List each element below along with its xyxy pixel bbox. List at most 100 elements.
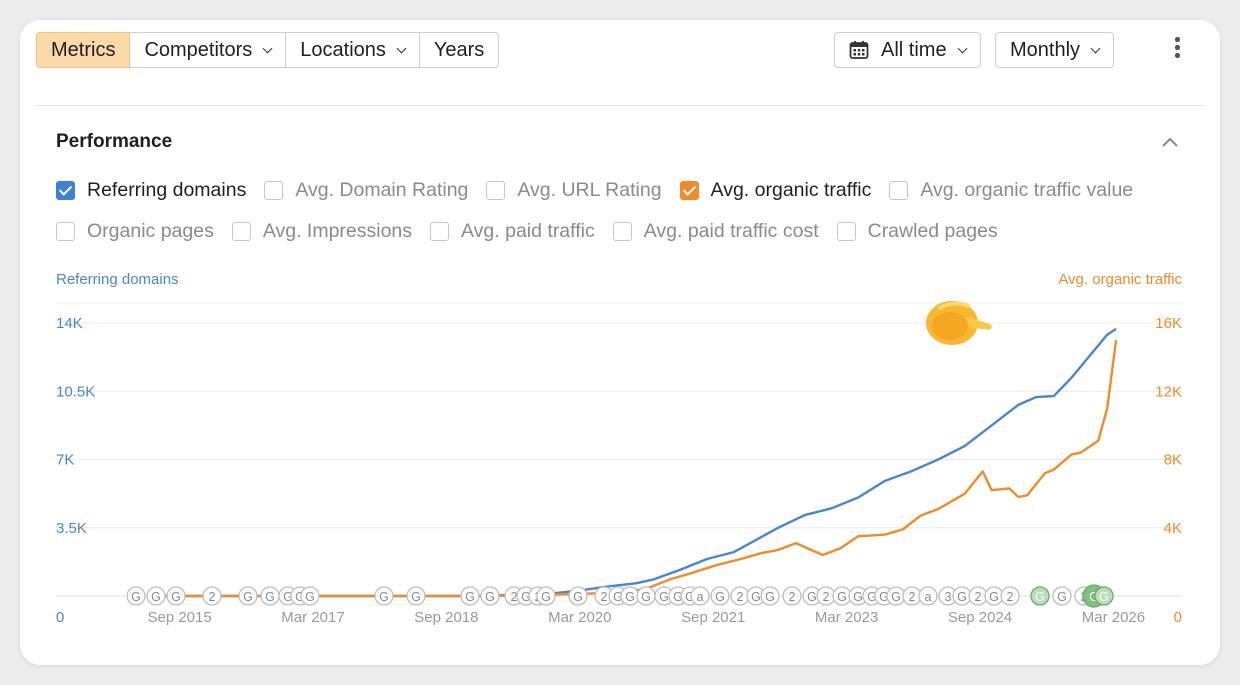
annotation-marker[interactable]: G: [406, 586, 426, 606]
checkbox[interactable]: [56, 222, 75, 241]
annotation-marker-dot[interactable]: [374, 586, 394, 606]
annotation-marker[interactable]: 2: [1000, 586, 1020, 606]
checkbox[interactable]: [430, 222, 450, 241]
annotation-marker-dot[interactable]: [568, 586, 588, 606]
x-tick-label: Sep 2021: [681, 609, 745, 626]
annotation-marker[interactable]: 2: [902, 586, 922, 606]
annotation-marker-dot[interactable]: [238, 586, 258, 606]
annotation-marker[interactable]: G: [1052, 586, 1072, 606]
annotation-marker-dot[interactable]: [1030, 586, 1050, 606]
checkbox[interactable]: [889, 181, 909, 200]
checkbox[interactable]: [231, 222, 251, 241]
annotation-marker[interactable]: G: [620, 586, 640, 606]
metric-avg-organic-traffic-value[interactable]: Avg. organic traffic value: [889, 179, 1133, 202]
metric-organic-pages[interactable]: Organic pages: [56, 220, 214, 243]
annotation-marker[interactable]: G: [1094, 586, 1114, 606]
tab-years[interactable]: Years: [419, 32, 500, 68]
interval-dropdown[interactable]: Monthly: [995, 32, 1115, 68]
metric-avg-url-rating[interactable]: Avg. URL Rating: [486, 179, 662, 202]
annotation-marker[interactable]: 2: [782, 586, 802, 606]
annotation-marker-dot[interactable]: [1052, 586, 1072, 606]
annotation-marker[interactable]: G: [146, 586, 166, 606]
checkbox[interactable]: [486, 181, 506, 200]
annotation-marker[interactable]: G: [1030, 586, 1050, 606]
annotation-marker-dot[interactable]: [1000, 586, 1020, 606]
annotation-marker[interactable]: G: [460, 586, 480, 606]
more-options-icon[interactable]: [1167, 37, 1187, 63]
annotation-marker[interactable]: G: [832, 586, 852, 606]
annotation-marker-label: G: [485, 590, 495, 604]
annotation-marker-label: G: [171, 590, 181, 604]
annotation-marker[interactable]: G: [952, 586, 972, 606]
right-tick-label: 16K: [1155, 315, 1182, 332]
annotation-marker-label: G: [573, 590, 583, 604]
checkbox[interactable]: [56, 181, 75, 200]
annotation-marker[interactable]: G: [166, 586, 186, 606]
annotation-marker-dot[interactable]: [202, 586, 222, 606]
annotation-marker[interactable]: G: [710, 586, 730, 606]
metric-avg-domain-rating[interactable]: Avg. Domain Rating: [264, 179, 468, 202]
annotation-marker[interactable]: a: [918, 586, 938, 606]
annotation-marker-dot[interactable]: [760, 586, 780, 606]
annotation-marker[interactable]: G: [300, 586, 320, 606]
x-tick-label: Mar 2023: [815, 609, 878, 626]
time-range-dropdown[interactable]: All time: [834, 32, 981, 68]
annotation-marker-dot[interactable]: [460, 586, 480, 606]
annotation-marker[interactable]: G: [568, 586, 588, 606]
tab-locations[interactable]: Locations: [286, 32, 420, 68]
toolbar: Metrics Competitors Locations Years All …: [36, 32, 1184, 68]
annotation-marker[interactable]: G: [886, 586, 906, 606]
metrics-row-2: Organic pages Avg. Impressions Avg. paid…: [56, 220, 1016, 243]
annotation-marker-label: G: [673, 590, 683, 604]
checkbox[interactable]: [836, 222, 856, 241]
checkbox[interactable]: [612, 222, 632, 241]
annotation-marker-dot[interactable]: [710, 586, 730, 606]
annotation-marker[interactable]: 2: [816, 586, 836, 606]
metric-avg-impressions[interactable]: Avg. Impressions: [231, 220, 412, 243]
tab-competitors[interactable]: Competitors: [130, 32, 287, 68]
chevron-up-icon[interactable]: [1161, 136, 1179, 148]
annotation-marker[interactable]: G: [760, 586, 780, 606]
checkbox[interactable]: [264, 181, 284, 200]
annotation-marker[interactable]: G: [374, 586, 394, 606]
gridlines: [56, 302, 1182, 597]
tab-metrics[interactable]: Metrics: [36, 32, 131, 68]
annotation-marker-label: G: [541, 590, 551, 604]
annotation-marker[interactable]: a: [690, 586, 710, 606]
annotation-marker-label: G: [411, 590, 421, 604]
annotation-marker-dot[interactable]: [1094, 586, 1114, 606]
annotation-marker[interactable]: G: [636, 586, 656, 606]
annotation-marker[interactable]: G: [126, 586, 146, 606]
annotation-marker-dot[interactable]: [300, 586, 320, 606]
annotation-marker[interactable]: G: [260, 586, 280, 606]
annotation-marker[interactable]: G: [480, 586, 500, 606]
metric-referring-domains[interactable]: Referring domains: [56, 179, 246, 202]
annotation-marker-dot[interactable]: [782, 586, 802, 606]
annotation-marker[interactable]: 2: [202, 586, 222, 606]
metric-avg-organic-traffic[interactable]: Avg. organic traffic: [679, 179, 871, 202]
x-tick-label: Mar 2017: [281, 609, 344, 626]
annotation-marker-label: G: [1057, 590, 1067, 604]
annotation-marker-dot[interactable]: [126, 586, 146, 606]
right-tick-label: 12K: [1155, 383, 1182, 400]
annotation-marker[interactable]: 2: [730, 586, 750, 606]
annotation-marker-dot[interactable]: [918, 586, 938, 606]
annotation-marker-dot[interactable]: [690, 586, 710, 606]
annotation-marker-dot[interactable]: [166, 586, 186, 606]
annotation-marker-dot[interactable]: [536, 586, 556, 606]
checkbox[interactable]: [679, 181, 699, 200]
annotation-marker-dot[interactable]: [406, 586, 426, 606]
annotation-marker[interactable]: 2: [968, 586, 988, 606]
annotation-markers[interactable]: GGG2GGGGGGGGG2G2GG2GGGGGGaG2GG2G2GGGGG2a…: [126, 584, 1114, 608]
annotation-marker[interactable]: G: [238, 586, 258, 606]
metric-avg-paid-traffic-cost[interactable]: Avg. paid traffic cost: [612, 220, 819, 243]
annotation-marker-dot[interactable]: [480, 586, 500, 606]
annotation-marker[interactable]: G: [536, 586, 556, 606]
metric-crawled-pages[interactable]: Crawled pages: [836, 220, 998, 243]
metric-avg-paid-traffic[interactable]: Avg. paid traffic: [430, 220, 595, 243]
annotation-marker-label: G: [1099, 590, 1109, 604]
annotation-marker[interactable]: G: [984, 586, 1004, 606]
annotation-marker-dot[interactable]: [146, 586, 166, 606]
x-tick-label: Sep 2018: [414, 609, 478, 626]
